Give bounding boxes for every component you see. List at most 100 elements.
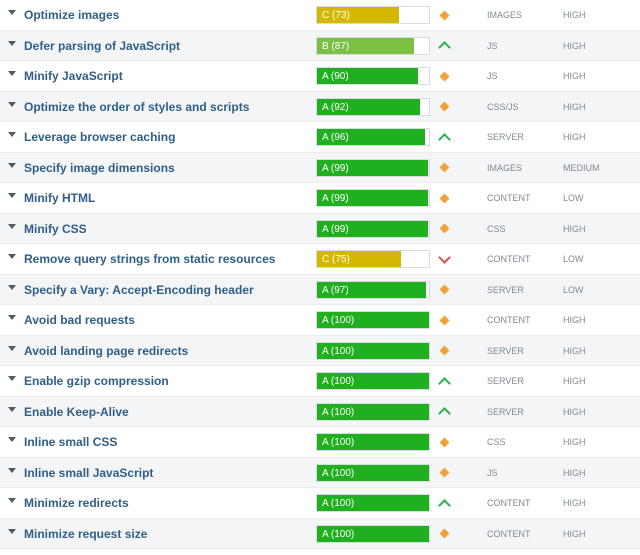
recommendation-title[interactable]: Optimize images — [24, 8, 120, 22]
chevron-down-icon[interactable] — [8, 284, 16, 290]
chevron-down-icon[interactable] — [8, 10, 16, 15]
chevron-down-icon[interactable] — [8, 498, 16, 503]
grade-bar-fill — [317, 434, 429, 450]
grade-label: A (100) — [322, 437, 355, 448]
recommendation-row[interactable]: Minimize redirects A (100) CONTENT HIGH — [0, 488, 640, 519]
recommendation-row[interactable]: Specify image dimensions A (99) IMAGES MEDI… — [0, 152, 640, 183]
chevron-down-icon[interactable] — [8, 376, 16, 381]
chevron-down-icon[interactable] — [8, 223, 16, 229]
grade-label: A (96) — [322, 132, 349, 143]
recommendation-title[interactable]: Inline small CSS — [24, 435, 118, 449]
diamond-icon — [436, 434, 452, 450]
recommendation-type: SERVER — [487, 345, 524, 356]
recommendation-title[interactable]: Specify a Vary: Accept-Encoding header — [24, 282, 254, 297]
grade-bar: A (100) — [316, 524, 430, 543]
grade-label: C (73) — [322, 10, 350, 21]
recommendation-row[interactable]: Enable Keep-Alive A (100) SERVER HIGH — [0, 396, 640, 427]
grade-bar-fill — [317, 373, 429, 389]
recommendation-title[interactable]: Remove query strings from static resourc… — [24, 252, 276, 266]
chevron-down-icon[interactable] — [8, 315, 16, 320]
grade-label: A (92) — [322, 101, 349, 113]
arrow-up-icon — [436, 129, 452, 146]
recommendation-title[interactable]: Minify CSS — [24, 221, 87, 236]
recommendation-title[interactable]: Defer parsing of JavaScript — [24, 38, 181, 53]
chevron-down-icon[interactable] — [8, 467, 16, 473]
recommendation-priority: MEDIUM — [563, 162, 600, 173]
recommendation-type: IMAGES — [487, 10, 523, 20]
grade-label: A (97) — [322, 284, 349, 296]
recommendation-row[interactable]: Optimize images C (73) IMAGES HIGH — [0, 0, 640, 31]
recommendation-title[interactable]: Enable Keep-Alive — [24, 404, 129, 419]
recommendation-title[interactable]: Minimize request size — [24, 526, 148, 541]
recommendation-title[interactable]: Inline small JavaScript — [24, 465, 154, 480]
recommendation-priority: HIGH — [563, 406, 586, 417]
recommendation-row[interactable]: Minimize request size A (100) CONTENT HIGH — [0, 518, 640, 549]
recommendation-type: SERVER — [487, 376, 524, 386]
grade-bar-fill — [317, 525, 429, 542]
recommendation-priority: HIGH — [563, 467, 586, 478]
recommendation-row[interactable]: Defer parsing of JavaScript B (87) JS HIGH — [0, 30, 640, 61]
chevron-down-icon[interactable] — [8, 345, 16, 351]
recommendation-title[interactable]: Avoid landing page redirects — [24, 343, 189, 358]
recommendation-priority: LOW — [563, 193, 584, 203]
recommendation-row[interactable]: Inline small JavaScript A (100) JS HIGH — [0, 457, 640, 488]
grade-bar: B (87) — [316, 36, 430, 55]
recommendation-row[interactable]: Minify HTML A (99) CONTENT LOW — [0, 183, 640, 214]
grade-bar-fill — [317, 220, 428, 237]
recommendation-row[interactable]: Enable gzip compression A (100) SERVER HIGH — [0, 366, 640, 397]
recommendation-title[interactable]: Minify JavaScript — [24, 69, 123, 83]
recommendation-type: SERVER — [487, 406, 524, 417]
chevron-down-icon[interactable] — [8, 71, 16, 76]
chevron-down-icon[interactable] — [8, 132, 16, 137]
recommendation-row[interactable]: Minify JavaScript A (90) JS HIGH — [0, 61, 640, 92]
grade-bar-fill — [317, 464, 429, 481]
recommendation-row[interactable]: Avoid landing page redirects A (100) SERVE… — [0, 335, 640, 366]
grade-label: A (100) — [322, 376, 355, 387]
diamond-icon — [436, 68, 452, 84]
recommendation-title[interactable]: Enable gzip compression — [24, 374, 169, 388]
grade-bar-fill — [317, 312, 429, 328]
recommendation-row[interactable]: Avoid bad requests A (100) CONTENT HIGH — [0, 305, 640, 336]
arrow-up-icon — [436, 373, 452, 390]
recommendation-row[interactable]: Inline small CSS A (100) CSS HIGH — [0, 427, 640, 458]
recommendation-row[interactable]: Optimize the order of styles and scripts… — [0, 91, 640, 122]
chevron-down-icon[interactable] — [8, 406, 16, 412]
grade-label: A (99) — [322, 162, 349, 174]
grade-bar: A (97) — [316, 280, 430, 299]
recommendation-title[interactable]: Minimize redirects — [24, 496, 129, 510]
chevron-down-icon[interactable] — [8, 528, 16, 534]
recommendation-row[interactable]: Minify CSS A (99) CSS HIGH — [0, 213, 640, 244]
recommendation-row[interactable]: Leverage browser caching A (96) SERVER HIGH — [0, 122, 640, 153]
recommendation-type: CONTENT — [487, 315, 531, 325]
arrow-down-icon — [436, 250, 452, 267]
chevron-down-icon[interactable] — [8, 193, 16, 198]
arrow-up-icon — [436, 38, 452, 54]
grade-label: B (87) — [322, 40, 350, 52]
recommendation-type: CONTENT — [487, 528, 531, 539]
recommendation-row[interactable]: Specify a Vary: Accept-Encoding header A … — [0, 274, 640, 305]
grade-bar: A (99) — [316, 158, 430, 177]
recommendation-title[interactable]: Minify HTML — [24, 191, 96, 205]
arrow-up-icon — [436, 404, 452, 420]
arrow-up-icon — [436, 495, 452, 512]
recommendation-title[interactable]: Leverage browser caching — [24, 130, 176, 144]
chevron-down-icon[interactable] — [8, 254, 16, 259]
grade-bar-fill — [317, 251, 401, 267]
chevron-down-icon[interactable] — [8, 437, 16, 442]
recommendation-title[interactable]: Avoid bad requests — [24, 313, 135, 327]
recommendation-title[interactable]: Specify image dimensions — [24, 160, 175, 175]
recommendation-title[interactable]: Optimize the order of styles and scripts — [24, 99, 250, 114]
chevron-down-icon[interactable] — [8, 162, 16, 168]
recommendation-priority: HIGH — [563, 498, 586, 508]
chevron-down-icon[interactable] — [8, 40, 16, 46]
grade-label: A (90) — [322, 71, 349, 82]
chevron-down-icon[interactable] — [8, 101, 16, 107]
grade-bar: A (100) — [316, 402, 430, 421]
grade-bar-fill — [317, 342, 429, 359]
diamond-icon — [436, 160, 452, 176]
grade-bar: A (100) — [316, 311, 430, 329]
grade-label: A (99) — [322, 193, 349, 204]
grade-bar: A (92) — [316, 97, 430, 116]
recommendation-row[interactable]: Remove query strings from static resourc… — [0, 244, 640, 275]
